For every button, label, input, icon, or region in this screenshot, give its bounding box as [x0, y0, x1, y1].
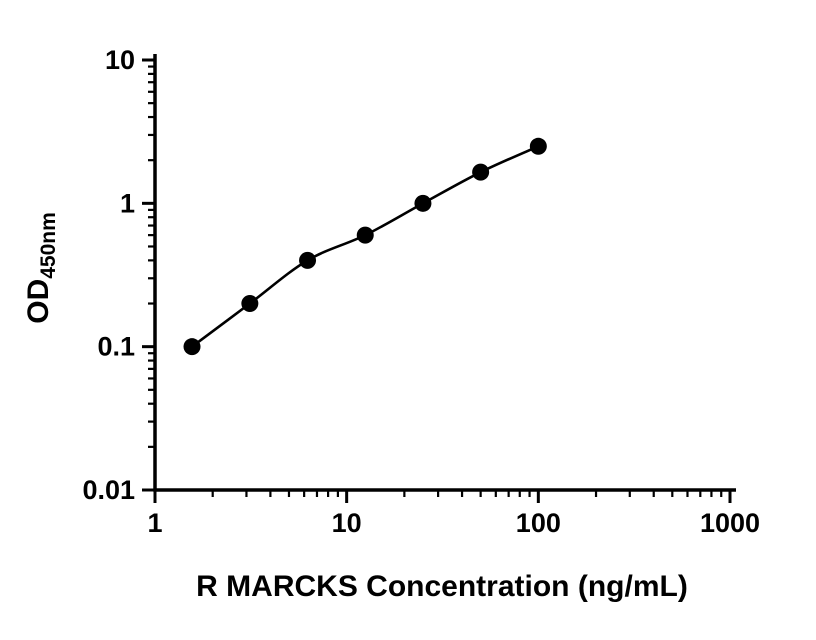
x-tick-label: 100	[516, 508, 561, 538]
axis-ticks	[142, 58, 732, 503]
y-tick-label: 0.01	[82, 475, 135, 505]
x-tick-label: 1000	[700, 508, 760, 538]
y-axis-title: OD450nm	[22, 212, 60, 324]
axis-tick-labels: 1 10 100 1000 0.01 0.1 1 10	[82, 45, 760, 538]
y-axis-title-main: OD	[22, 279, 55, 324]
x-tick-label: 1	[147, 508, 162, 538]
y-tick-label: 10	[105, 45, 135, 75]
axes	[153, 54, 736, 492]
y-tick-label: 1	[120, 188, 135, 218]
x-tick-label: 10	[332, 508, 362, 538]
data-point-marker	[529, 137, 547, 155]
x-axis-title: R MARCKS Concentration (ng/mL)	[196, 570, 688, 603]
axis-spine	[153, 54, 736, 492]
data-point-marker	[356, 226, 374, 244]
y-tick-label: 0.1	[97, 332, 135, 362]
data-point-marker	[183, 338, 201, 356]
data-points	[183, 137, 547, 356]
data-point-marker	[414, 194, 432, 212]
data-point-marker	[241, 295, 259, 313]
data-point-marker	[299, 251, 317, 269]
y-axis-title-subscript: 450nm	[37, 212, 60, 279]
data-point-marker	[472, 163, 490, 181]
